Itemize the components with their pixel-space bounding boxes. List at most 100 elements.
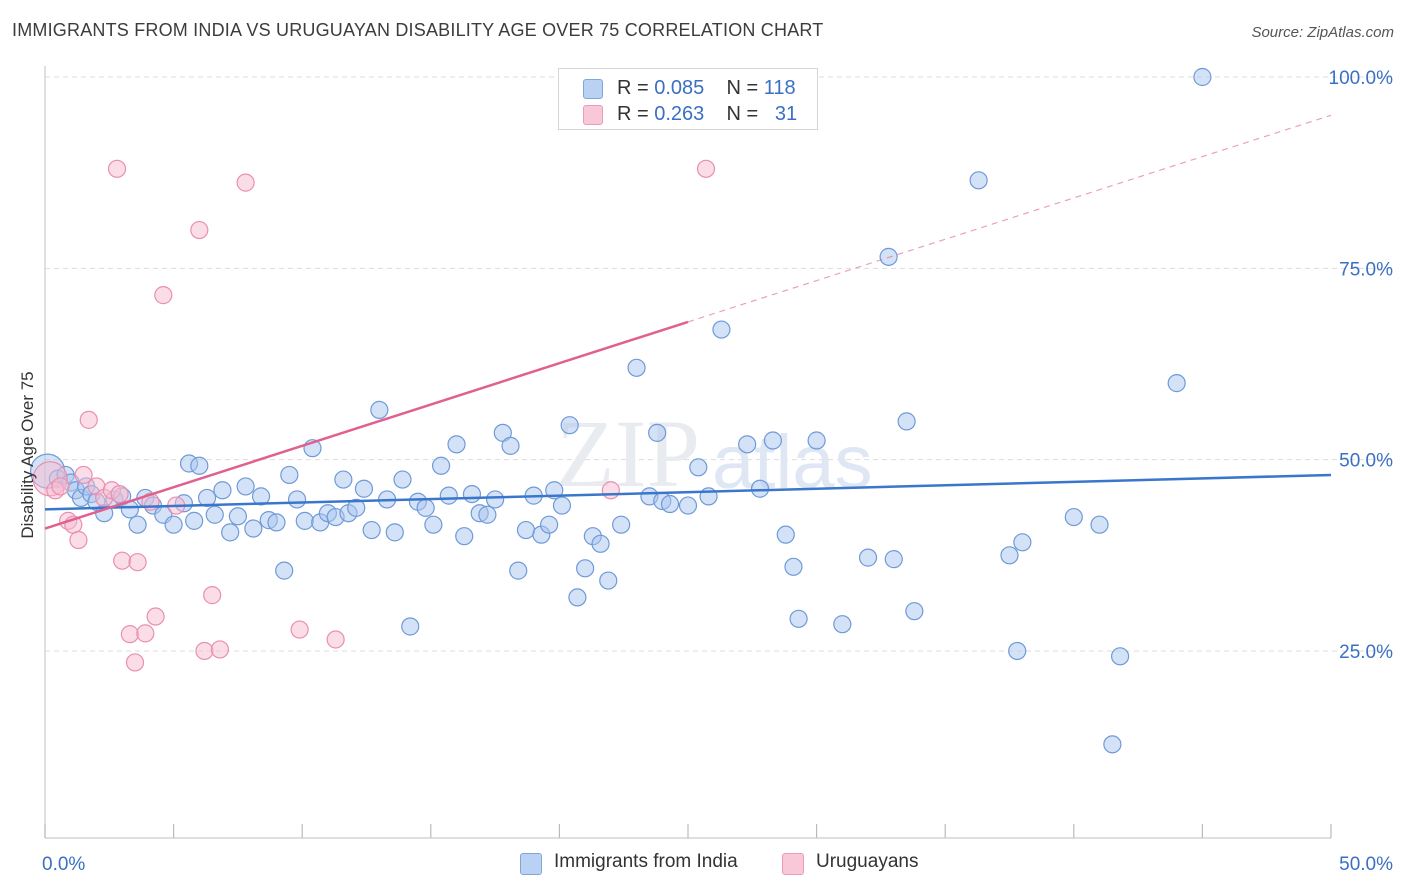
india-point-64: [516, 520, 536, 540]
india-point-47: [385, 523, 404, 542]
uruguayans-point-29: [601, 481, 620, 500]
india-point-45: [370, 400, 389, 420]
uruguayans-point-14: [120, 625, 139, 644]
india-point-24: [213, 481, 232, 500]
uruguayans-point-30: [696, 159, 716, 178]
watermark-zip: ZIP: [556, 400, 700, 507]
india-point-82: [678, 496, 698, 515]
legend-r-label: R =: [617, 103, 649, 125]
india-point-88: [763, 431, 782, 450]
legend-n-label: N =: [726, 77, 759, 99]
india-point-102: [1013, 533, 1032, 552]
correlation-legend: R = 0.085 N = 118 R = 0.263 N = 31: [558, 68, 818, 130]
uruguayans-point-24: [203, 586, 222, 605]
uruguayans-point-13: [113, 551, 132, 570]
india-point-26: [228, 507, 247, 526]
india-point-53: [431, 456, 451, 475]
india-point-90: [784, 557, 803, 576]
india-point-97: [897, 412, 916, 431]
bottom-legend-swatch-uruguayans: [782, 853, 804, 875]
india-point-71: [568, 588, 587, 607]
india-point-44: [362, 520, 381, 540]
legend-n-india: 118: [763, 77, 796, 99]
trend-line-uruguayans-extension: [687, 114, 1332, 323]
india-point-67: [540, 515, 559, 534]
india-point-89: [776, 525, 795, 544]
india-point-56: [455, 527, 474, 546]
india-point-104: [1090, 515, 1109, 534]
india-point-20: [185, 511, 204, 530]
india-point-33: [280, 465, 299, 485]
india-point-74: [591, 534, 610, 553]
india-point-91: [789, 609, 808, 628]
india-point-55: [447, 435, 466, 454]
india-point-42: [347, 498, 366, 517]
india-point-48: [393, 470, 412, 489]
uruguayans-point-12: [107, 159, 127, 178]
india-point-52: [424, 515, 443, 534]
india-point-23: [205, 505, 224, 524]
india-point-107: [1167, 374, 1186, 393]
uruguayans-point-5: [69, 530, 88, 550]
grid-lines: [45, 76, 1395, 652]
uruguayans-point-2: [51, 477, 70, 496]
india-point-92: [807, 431, 826, 450]
india-point-105: [1103, 735, 1122, 754]
india-point-77: [627, 358, 646, 377]
bottom-legend-label-india: Immigrants from India: [554, 851, 738, 872]
india-point-108: [1193, 67, 1212, 87]
india-point-25: [221, 523, 240, 542]
y-tick-label-50: 50.0%: [1339, 451, 1393, 472]
india-point-57: [462, 484, 482, 504]
uruguayans-point-27: [290, 620, 309, 639]
y-tick-label-75: 75.0%: [1339, 259, 1393, 280]
india-point-106: [1110, 647, 1130, 666]
legend-swatch-india: [583, 79, 603, 99]
india-point-32: [275, 561, 294, 580]
uruguayans-point-6: [74, 465, 93, 485]
bottom-legend-label-uruguayans: Uruguayans: [816, 851, 919, 872]
uruguayans-point-23: [195, 641, 214, 661]
india-point-22: [197, 488, 217, 508]
india-point-99: [969, 171, 988, 190]
india-point-21: [190, 456, 209, 475]
legend-n-uruguayans: 31: [774, 103, 798, 125]
legend-swatch-uruguayans: [583, 105, 603, 125]
india-point-51: [416, 498, 435, 517]
india-point-28: [244, 519, 263, 538]
watermark: ZIP atlas: [556, 400, 873, 507]
india-point-80: [660, 494, 680, 514]
uruguayans-point-19: [146, 607, 165, 626]
india-point-31: [267, 513, 286, 532]
chart-title: IMMIGRANTS FROM INDIA VS URUGUAYAN DISAB…: [12, 20, 824, 40]
india-point-59: [478, 505, 497, 524]
legend-r-india: 0.085: [654, 77, 705, 99]
india-point-40: [334, 470, 353, 489]
uruguayans-point-28: [326, 630, 345, 649]
uruguayans-point-26: [236, 173, 255, 192]
trend-lines: [44, 114, 1332, 530]
india-point-69: [552, 496, 572, 515]
india-point-103: [1064, 507, 1083, 527]
india-point-96: [884, 550, 903, 569]
india-point-13: [128, 515, 147, 534]
india-point-94: [858, 548, 878, 567]
uruguayans-point-15: [125, 653, 145, 672]
y-tick-label-100: 100.0%: [1329, 68, 1394, 89]
india-point-63: [509, 561, 528, 580]
india-point-62: [501, 436, 520, 455]
bottom-legend-swatch-india: [520, 853, 542, 875]
uruguayans-point-25: [210, 640, 229, 659]
watermark-atlas: atlas: [712, 420, 873, 505]
axes: [44, 66, 1332, 839]
uruguayans-point-22: [190, 220, 209, 240]
uruguayans-point-16: [128, 553, 147, 572]
india-point-100: [1000, 546, 1019, 565]
trend-line-india: [44, 473, 1332, 511]
uruguayans-point-11: [110, 484, 129, 504]
india-point-93: [833, 615, 852, 634]
tick-labels: 25.0% 50.0% 75.0% 100.0% 0.0% 50.0%: [42, 68, 1393, 875]
india-point-43: [354, 479, 374, 498]
india-point-17: [164, 515, 183, 534]
